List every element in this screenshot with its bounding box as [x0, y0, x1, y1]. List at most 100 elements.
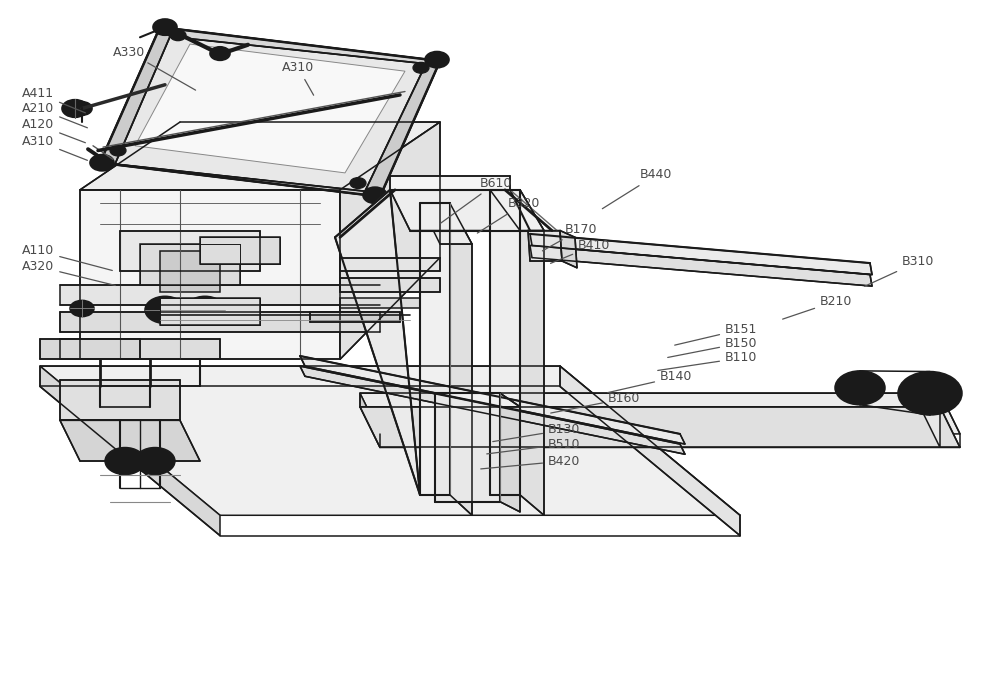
Text: A310: A310: [22, 134, 87, 161]
Polygon shape: [500, 393, 520, 512]
Text: B310: B310: [865, 255, 934, 286]
Polygon shape: [490, 190, 544, 231]
Circle shape: [69, 104, 81, 113]
Circle shape: [185, 296, 225, 323]
Polygon shape: [340, 122, 440, 359]
Circle shape: [844, 377, 876, 399]
Circle shape: [354, 180, 362, 186]
Circle shape: [425, 52, 449, 68]
Circle shape: [145, 454, 165, 468]
Circle shape: [76, 304, 88, 313]
Circle shape: [135, 447, 175, 475]
Polygon shape: [365, 61, 440, 197]
Text: B610: B610: [440, 176, 512, 224]
Polygon shape: [100, 163, 380, 197]
Polygon shape: [390, 176, 510, 190]
Text: B420: B420: [481, 454, 580, 469]
Text: B110: B110: [658, 351, 757, 370]
Polygon shape: [40, 366, 220, 536]
Circle shape: [431, 56, 443, 64]
Text: B160: B160: [551, 392, 640, 413]
Polygon shape: [360, 393, 960, 434]
Polygon shape: [60, 339, 220, 359]
Polygon shape: [390, 190, 530, 231]
Polygon shape: [160, 298, 260, 325]
Polygon shape: [160, 251, 220, 292]
Circle shape: [413, 62, 429, 73]
Text: A411: A411: [22, 87, 85, 113]
Circle shape: [96, 159, 108, 167]
Polygon shape: [100, 27, 170, 164]
Polygon shape: [300, 366, 685, 454]
Text: A330: A330: [113, 45, 196, 90]
Polygon shape: [300, 356, 685, 444]
Text: B210: B210: [783, 294, 852, 319]
Polygon shape: [60, 312, 380, 332]
Circle shape: [350, 178, 366, 188]
Circle shape: [835, 371, 885, 405]
Polygon shape: [60, 285, 380, 305]
Polygon shape: [335, 190, 420, 495]
Text: B170: B170: [542, 222, 598, 251]
Polygon shape: [560, 366, 740, 536]
Text: B410: B410: [551, 239, 610, 263]
Polygon shape: [520, 190, 544, 515]
Text: B440: B440: [602, 168, 672, 209]
Polygon shape: [80, 190, 340, 359]
Circle shape: [110, 145, 126, 156]
Text: B150: B150: [668, 336, 758, 357]
Polygon shape: [60, 380, 180, 420]
Text: B130: B130: [493, 423, 580, 441]
Text: B510: B510: [487, 437, 580, 454]
Polygon shape: [140, 244, 240, 285]
Circle shape: [908, 378, 952, 408]
Polygon shape: [340, 278, 440, 292]
Polygon shape: [340, 298, 420, 308]
Polygon shape: [40, 366, 740, 515]
Polygon shape: [135, 44, 405, 173]
Polygon shape: [60, 420, 200, 461]
Polygon shape: [450, 203, 472, 515]
Circle shape: [174, 33, 182, 38]
Circle shape: [193, 302, 217, 318]
Polygon shape: [100, 27, 440, 197]
Circle shape: [145, 296, 185, 323]
Circle shape: [115, 454, 135, 468]
Polygon shape: [360, 393, 380, 447]
Polygon shape: [420, 203, 450, 495]
Polygon shape: [360, 407, 960, 447]
Circle shape: [155, 20, 175, 34]
Polygon shape: [530, 234, 872, 275]
Circle shape: [898, 372, 962, 415]
Text: B151: B151: [675, 323, 757, 345]
Circle shape: [70, 300, 94, 317]
Circle shape: [153, 19, 177, 35]
Polygon shape: [115, 37, 426, 191]
Polygon shape: [120, 231, 260, 271]
Circle shape: [153, 302, 177, 318]
Text: A120: A120: [22, 118, 85, 143]
Polygon shape: [310, 312, 400, 322]
Text: A310: A310: [282, 61, 314, 95]
Circle shape: [114, 148, 122, 153]
Text: A210: A210: [22, 102, 87, 128]
Polygon shape: [528, 231, 562, 261]
Polygon shape: [200, 237, 280, 264]
Polygon shape: [435, 393, 500, 502]
Circle shape: [170, 30, 186, 41]
Circle shape: [417, 65, 425, 71]
Polygon shape: [340, 258, 440, 271]
Text: A320: A320: [22, 260, 115, 285]
Circle shape: [920, 386, 940, 400]
Circle shape: [210, 47, 230, 60]
Polygon shape: [435, 393, 520, 407]
Text: B140: B140: [608, 370, 692, 393]
Circle shape: [72, 102, 92, 115]
Text: A110: A110: [22, 244, 112, 271]
Circle shape: [159, 23, 171, 31]
Circle shape: [90, 155, 114, 171]
Polygon shape: [490, 190, 520, 495]
Polygon shape: [420, 203, 472, 244]
Polygon shape: [80, 122, 440, 190]
Polygon shape: [920, 373, 940, 447]
